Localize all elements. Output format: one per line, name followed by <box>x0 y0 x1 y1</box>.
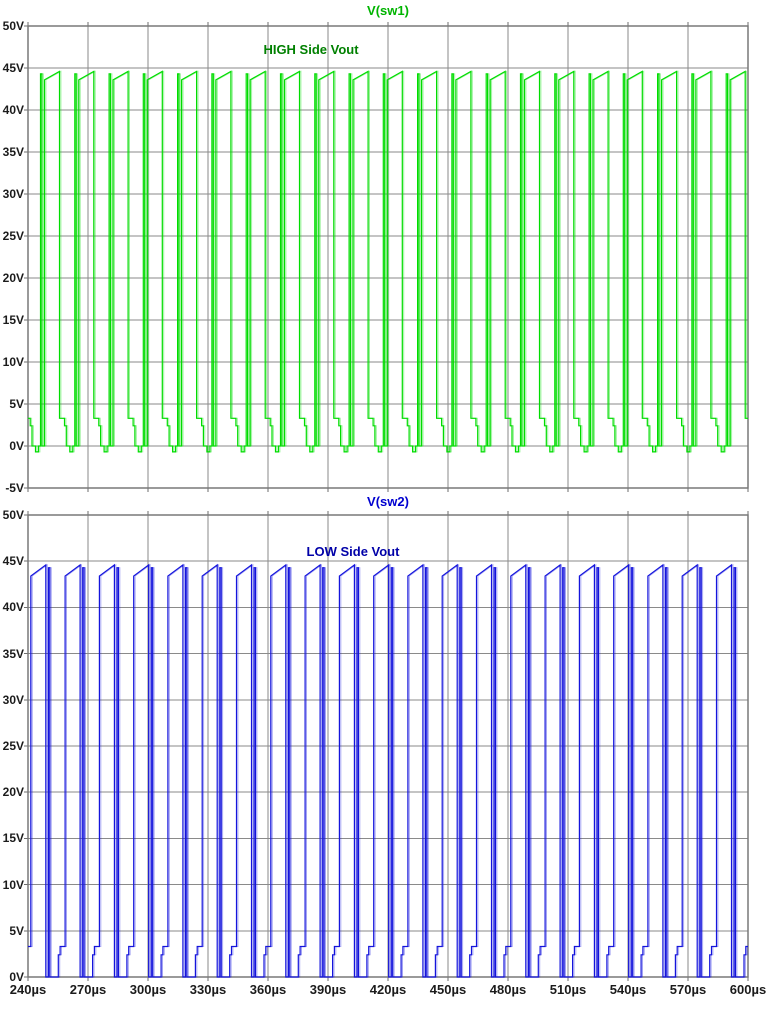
x-tick-label: 420µs <box>369 982 407 997</box>
plot2-canvas[interactable] <box>23 510 753 982</box>
plot2-annotation: LOW Side Vout <box>306 544 400 559</box>
x-tick-label: 390µs <box>309 982 347 997</box>
x-tick-label: 300µs <box>129 982 167 997</box>
x-tick-label: 330µs <box>189 982 227 997</box>
plot-border <box>27 25 749 489</box>
plot2-y-tick-label: 15V <box>2 831 24 846</box>
plot2-y-tick-label: 45V <box>2 554 24 569</box>
plot2-title: V(sw2) <box>367 494 409 509</box>
plot-border <box>27 514 749 978</box>
x-tick-label: 360µs <box>249 982 287 997</box>
plot1-y-tick-label: 10V <box>2 355 24 369</box>
plot1-annotation: HIGH Side Vout <box>263 42 359 57</box>
plot1-title: V(sw1) <box>367 3 409 18</box>
plot1-y-tick-label: 45V <box>2 61 24 75</box>
plot2-y-tick-label: 20V <box>2 785 24 800</box>
x-tick-label: 240µs <box>9 982 47 997</box>
plot1-y-tick-label: 5V <box>9 397 24 411</box>
x-tick-label: 510µs <box>549 982 587 997</box>
plot2-y-tick-label: 10V <box>2 877 24 892</box>
plot2-y-tick-label: 5V <box>9 923 24 938</box>
plot2-y-tick-label: 50V <box>2 508 24 522</box>
x-tick-label: 450µs <box>429 982 467 997</box>
plot1-y-tick-label: 50V <box>2 19 24 33</box>
plot2-y-tick-label: 0V <box>9 970 24 984</box>
V(sw1)-trace <box>28 70 748 453</box>
x-tick-label: 570µs <box>669 982 707 997</box>
x-tick-label: 540µs <box>609 982 647 997</box>
plot1-y-tick-label: 30V <box>2 187 24 201</box>
plot1-y-tick-label: -5V <box>5 481 24 495</box>
plot2-y-tick-label: 35V <box>2 646 24 661</box>
plot1-y-tick-label: 25V <box>2 229 24 243</box>
V(sw2)-trace <box>28 563 748 978</box>
x-tick-label: 600µs <box>729 982 767 997</box>
plot1-canvas[interactable] <box>23 21 753 493</box>
plot1-y-tick-label: 40V <box>2 103 24 117</box>
plot1-y-tick-label: 0V <box>9 439 24 453</box>
plot1-y-tick-label: 20V <box>2 271 24 285</box>
plot1-y-tick-label: 35V <box>2 145 24 159</box>
plot2-y-tick-label: 40V <box>2 600 24 615</box>
plot2-y-tick-label: 25V <box>2 739 24 753</box>
plot1-y-tick-label: 15V <box>2 313 24 327</box>
x-tick-label: 480µs <box>489 982 527 997</box>
plot2-y-tick-label: 30V <box>2 692 24 707</box>
x-tick-label: 270µs <box>69 982 107 997</box>
